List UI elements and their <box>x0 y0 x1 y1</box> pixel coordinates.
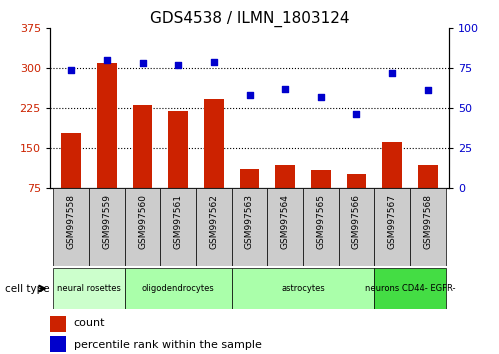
FancyBboxPatch shape <box>410 188 446 266</box>
Bar <box>418 165 438 227</box>
Point <box>281 86 289 92</box>
Text: GSM997568: GSM997568 <box>423 194 432 249</box>
Text: GSM997567: GSM997567 <box>388 194 397 249</box>
Text: GSM997558: GSM997558 <box>67 194 76 249</box>
Text: neurons CD44- EGFR-: neurons CD44- EGFR- <box>365 284 455 293</box>
Text: GSM997566: GSM997566 <box>352 194 361 249</box>
Point <box>246 92 253 98</box>
Text: GSM997565: GSM997565 <box>316 194 325 249</box>
Point <box>210 59 218 65</box>
Bar <box>240 169 259 227</box>
Bar <box>97 63 117 227</box>
Text: percentile rank within the sample: percentile rank within the sample <box>74 339 262 350</box>
Text: GSM997564: GSM997564 <box>280 194 289 249</box>
FancyBboxPatch shape <box>160 188 196 266</box>
Text: GSM997560: GSM997560 <box>138 194 147 249</box>
FancyBboxPatch shape <box>267 188 303 266</box>
FancyBboxPatch shape <box>232 188 267 266</box>
Text: GSM997561: GSM997561 <box>174 194 183 249</box>
FancyBboxPatch shape <box>339 188 374 266</box>
FancyBboxPatch shape <box>303 188 339 266</box>
Text: oligodendrocytes: oligodendrocytes <box>142 284 215 293</box>
Bar <box>61 133 81 227</box>
Bar <box>382 143 402 227</box>
Point <box>139 61 147 66</box>
FancyBboxPatch shape <box>196 188 232 266</box>
Bar <box>50 336 66 352</box>
Point <box>67 67 75 73</box>
Text: neural rosettes: neural rosettes <box>57 284 121 293</box>
FancyBboxPatch shape <box>89 188 125 266</box>
FancyBboxPatch shape <box>125 188 160 266</box>
Text: GSM997563: GSM997563 <box>245 194 254 249</box>
Bar <box>53 268 125 309</box>
Bar <box>50 316 66 332</box>
Text: GDS4538 / ILMN_1803124: GDS4538 / ILMN_1803124 <box>150 11 349 27</box>
Text: GSM997559: GSM997559 <box>102 194 111 249</box>
Point <box>388 70 396 76</box>
Bar <box>133 105 152 227</box>
Point <box>352 112 360 117</box>
Text: cell type: cell type <box>5 284 49 293</box>
Bar <box>204 99 224 227</box>
Bar <box>169 110 188 227</box>
FancyBboxPatch shape <box>374 188 410 266</box>
Bar <box>347 175 366 227</box>
Point <box>174 62 182 68</box>
Text: count: count <box>74 318 105 329</box>
Bar <box>125 268 232 309</box>
Text: astrocytes: astrocytes <box>281 284 325 293</box>
Point <box>424 88 432 93</box>
FancyBboxPatch shape <box>53 188 89 266</box>
Bar <box>374 268 446 309</box>
Bar <box>232 268 374 309</box>
Text: GSM997562: GSM997562 <box>210 194 219 249</box>
Point <box>103 57 111 63</box>
Bar <box>275 165 295 227</box>
Bar <box>311 170 330 227</box>
Point <box>317 94 325 100</box>
